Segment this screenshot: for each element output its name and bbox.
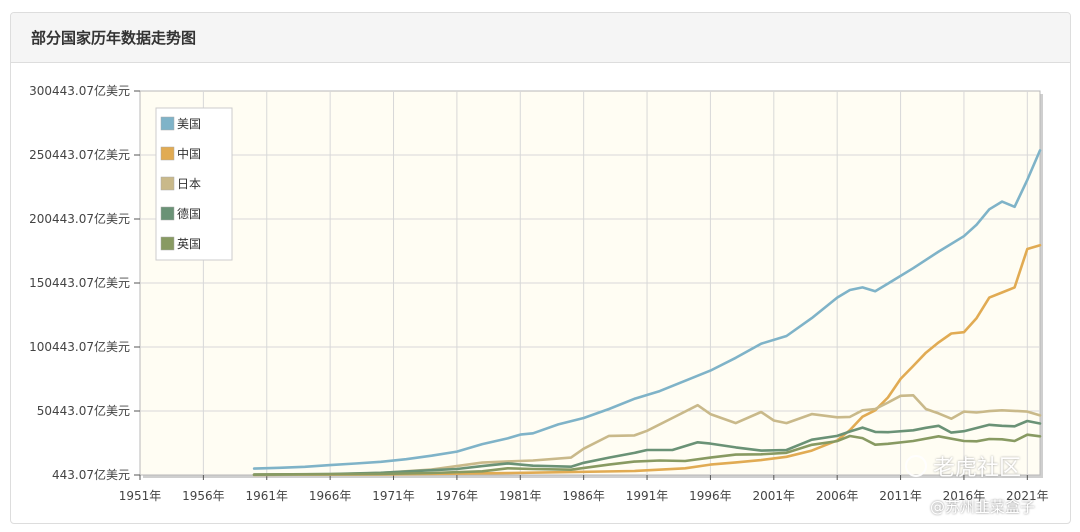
legend-swatch <box>160 116 175 131</box>
x-tick-label: 1966年 <box>309 489 352 503</box>
y-tick-label: 150443.07亿美元 <box>29 275 130 290</box>
watermark-logo-text: 老虎社区 <box>933 456 1022 481</box>
panel-title: 部分国家历年数据走势图 <box>31 29 197 47</box>
legend-label: 英国 <box>177 237 201 251</box>
legend-label: 德国 <box>177 206 201 221</box>
x-tick-label: 2021年 <box>1006 489 1049 503</box>
legend-swatch <box>160 146 175 161</box>
y-tick-label: 300443.07亿美元 <box>29 83 130 98</box>
series-line-4 <box>252 419 1042 476</box>
x-tick-label: 1961年 <box>245 489 288 503</box>
x-tick-label: 1976年 <box>436 489 479 503</box>
x-tick-label: 2016年 <box>943 489 986 503</box>
legend-label: 日本 <box>177 177 201 191</box>
y-axis: 443.07亿美元 50443.07亿美元 100443.07亿美元 150443.0… <box>29 83 140 482</box>
legend-swatch <box>160 236 175 251</box>
x-tick-label: 1956年 <box>182 489 225 503</box>
x-tick-label: 2011年 <box>879 489 922 503</box>
legend-box <box>155 107 233 261</box>
y-tick-label: 100443.07亿美元 <box>29 339 130 354</box>
x-tick-label: 1951年 <box>119 489 162 503</box>
y-tick-label: 443.07亿美元 <box>52 467 130 482</box>
series-lines <box>252 149 1042 477</box>
legend-label: 美国 <box>177 117 201 131</box>
watermark-handle: @苏州韭菜盒子 <box>930 498 1036 516</box>
x-tick-label: 1981年 <box>499 489 542 503</box>
x-tick-label: 2006年 <box>816 489 859 503</box>
x-tick-label: 1986年 <box>562 489 605 503</box>
y-tick-label: 250443.07亿美元 <box>29 147 130 162</box>
series-line-3 <box>252 393 1042 477</box>
x-tick-label: 2001年 <box>753 489 796 503</box>
x-tick-label: 1991年 <box>626 489 669 503</box>
watermark-logo: 老虎社区 <box>905 450 1021 482</box>
x-tick-label: 1971年 <box>372 489 415 503</box>
legend-swatch <box>160 176 175 191</box>
y-tick-label: 200443.07亿美元 <box>29 211 130 226</box>
legend-swatch <box>160 206 175 221</box>
tiger-logo-icon <box>905 455 927 477</box>
y-tick-label: 50443.07亿美元 <box>37 403 130 418</box>
legend-label: 中国 <box>177 146 201 161</box>
x-axis: 1951年 1956年 1961年 1966年 1971年 1976年 1981年 1986年… <box>119 475 1049 503</box>
panel-header: 部分国家历年数据走势图 <box>11 13 1070 63</box>
series-line-1 <box>252 149 1042 470</box>
x-tick-label: 1996年 <box>689 489 732 503</box>
series-line-5 <box>252 433 1042 476</box>
